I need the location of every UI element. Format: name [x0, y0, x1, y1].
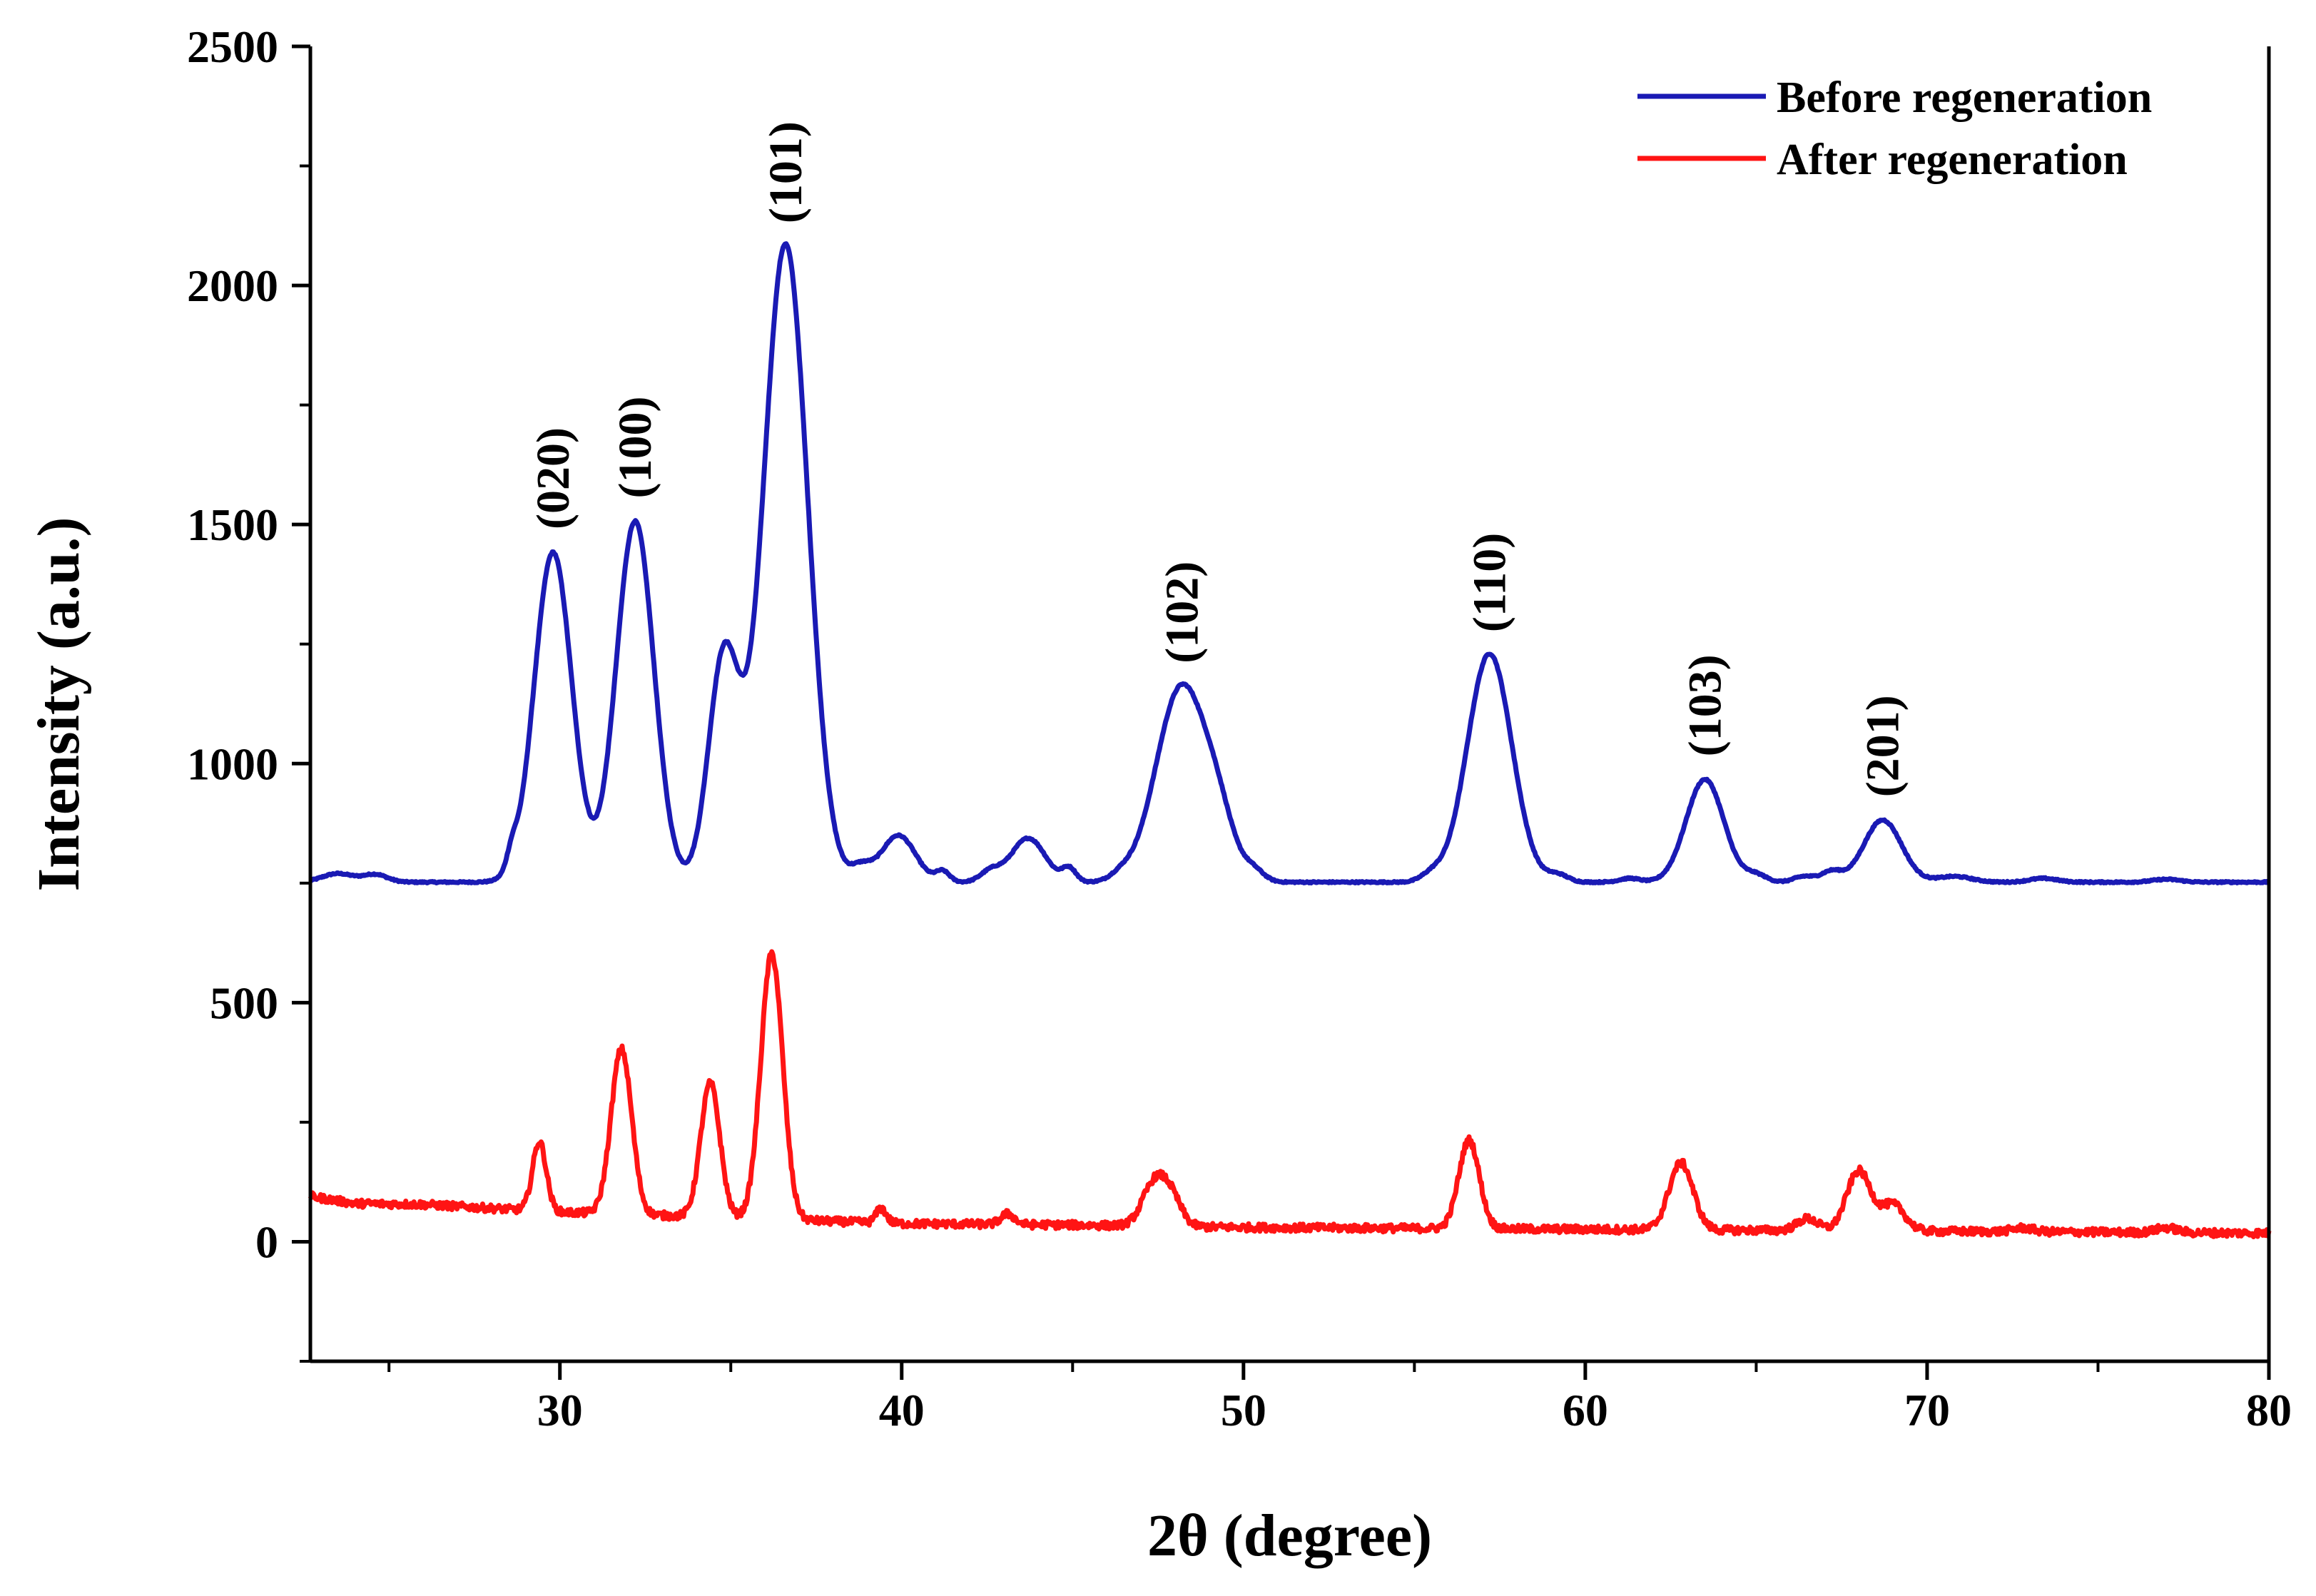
x-tick-label: 30: [537, 1385, 583, 1435]
x-tick-label: 70: [1904, 1385, 1950, 1435]
y-tick-label: 500: [210, 977, 278, 1028]
legend-label: Before regeneration: [1777, 73, 2152, 122]
series-line-before-regeneration: [308, 241, 2271, 885]
peak-label: (020): [527, 427, 579, 529]
x-axis-title: 2θ (degree): [1147, 1503, 1432, 1569]
y-tick-label: 1500: [187, 499, 278, 550]
peak-label: (201): [1857, 695, 1909, 797]
peak-label: (101): [760, 121, 812, 223]
peak-label: (103): [1680, 654, 1732, 756]
annotation-layer: (020) (100) (101) (102) (110) (103) (201): [527, 121, 1909, 797]
axes-layer: 0 500 1000 1500 2000 2500 30 40 50 60 70 80 2θ (degr…: [26, 21, 2292, 1569]
y-tick-label: 1000: [187, 738, 278, 789]
legend-label: After regeneration: [1777, 136, 2128, 184]
series-line-after-regeneration: [308, 949, 2272, 1239]
legend: Before regeneration After regeneration: [1637, 73, 2152, 184]
x-tick-label: 40: [879, 1385, 925, 1435]
peak-label: (100): [609, 397, 661, 499]
x-tick-label: 80: [2246, 1385, 2292, 1435]
y-tick-label: 2000: [187, 260, 278, 311]
y-tick-label: 2500: [187, 21, 278, 72]
peak-label: (102): [1157, 561, 1209, 664]
y-tick-label: 0: [255, 1216, 278, 1267]
x-tick-label: 50: [1221, 1385, 1266, 1435]
y-axis-title: Intensity (a.u.): [26, 517, 92, 891]
peak-label: (110): [1464, 533, 1516, 632]
series-layer: [308, 241, 2272, 1239]
x-tick-label: 60: [1563, 1385, 1608, 1435]
